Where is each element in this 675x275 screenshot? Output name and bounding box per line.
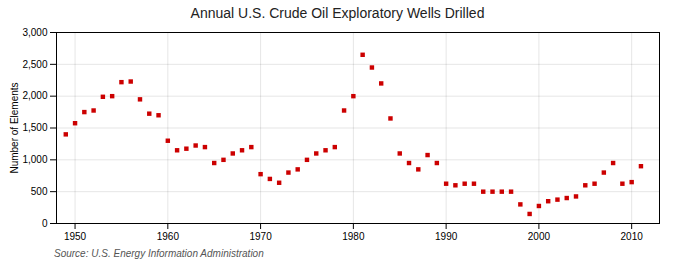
svg-text:3,000: 3,000 <box>22 27 47 38</box>
html-text:Source: U.S. Energy Informatio: Source: U.S. Energy Information Administ… <box>54 248 264 259</box>
svg-text:Number of Elements: Number of Elements <box>9 82 20 173</box>
svg-text:1,500: 1,500 <box>22 122 47 133</box>
svg-text:2010: 2010 <box>621 231 644 242</box>
svg-text:2000: 2000 <box>528 231 551 242</box>
svg-text:1980: 1980 <box>342 231 365 242</box>
svg-text:1970: 1970 <box>249 231 272 242</box>
svg-text:2,000: 2,000 <box>22 90 47 101</box>
svg-text:2,500: 2,500 <box>22 59 47 70</box>
svg-text:1,000: 1,000 <box>22 154 47 165</box>
svg-text:1960: 1960 <box>157 231 180 242</box>
svg-text:0: 0 <box>42 218 48 229</box>
html-text:Annual U.S. Crude Oil Explorat: Annual U.S. Crude Oil Exploratory Wells … <box>190 5 485 21</box>
svg-text:500: 500 <box>31 186 48 197</box>
svg-text:1990: 1990 <box>435 231 458 242</box>
svg-text:1950: 1950 <box>64 231 87 242</box>
